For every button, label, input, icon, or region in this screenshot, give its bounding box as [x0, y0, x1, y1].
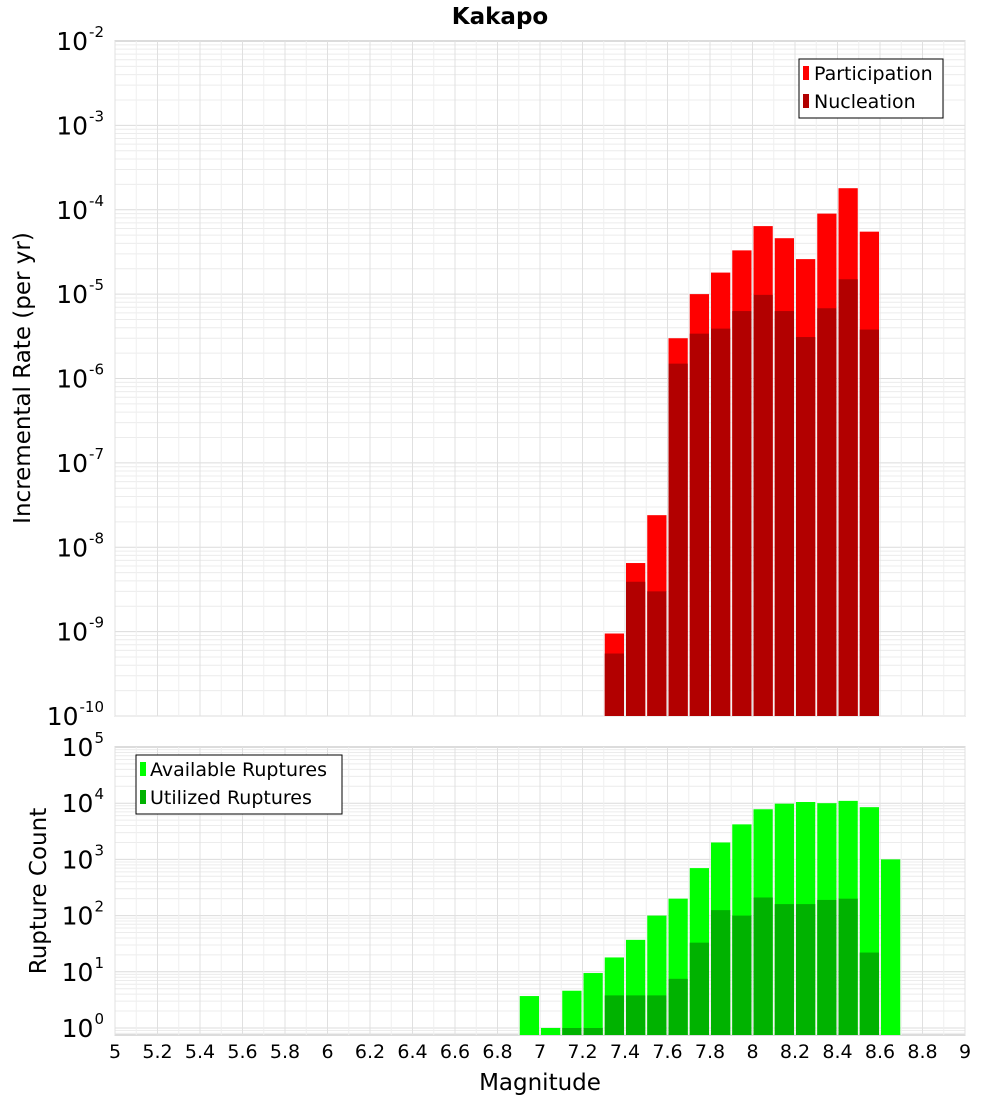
top-legend-box — [798, 58, 944, 119]
bottom-bar-s1 — [881, 859, 901, 1035]
x-tick-label: 5.8 — [270, 1041, 300, 1063]
bottom-bar-s2 — [817, 899, 837, 1035]
bottom-bar-s2 — [859, 952, 879, 1035]
x-axis-title: Magnitude — [479, 1070, 601, 1096]
top-y-tick-label: 10-9 — [56, 614, 104, 647]
bottom-legend-box — [135, 754, 343, 815]
top-bar-s2 — [817, 308, 837, 716]
bottom-y-tick-label: 105 — [62, 729, 104, 762]
top-y-tick-label: 10-4 — [56, 192, 104, 225]
chart-title: Kakapo — [452, 4, 548, 30]
legend-label-nucleation: Nucleation — [814, 91, 916, 113]
bottom-bars — [519, 800, 901, 1035]
bottom-bar-s2 — [647, 995, 667, 1035]
bottom-bar-s1 — [541, 1027, 561, 1035]
bottom-bar-s2 — [583, 1027, 603, 1035]
top-y-tick-label: 10-10 — [47, 698, 104, 731]
bottom-y-tick-label: 103 — [62, 841, 104, 874]
x-tick-label: 7.8 — [695, 1041, 725, 1063]
top-bar-s2 — [604, 653, 624, 716]
legend-swatch-nucleation — [803, 94, 809, 108]
bottom-bar-s2 — [774, 904, 794, 1035]
bottom-bar-s2 — [838, 898, 858, 1035]
x-tick-label: 5.6 — [227, 1041, 257, 1063]
bottom-y-tick-label: 104 — [62, 785, 104, 818]
top-bars — [604, 188, 879, 717]
bottom-y-ticks: 100 101 102 103 104 105 — [62, 729, 104, 1043]
x-tick-label: 7.4 — [610, 1041, 640, 1063]
x-tick-label: 8.6 — [865, 1041, 895, 1063]
x-tick-label: 6.6 — [440, 1041, 470, 1063]
bottom-y-tick-label: 102 — [62, 898, 104, 931]
legend-label-utilized: Utilized Ruptures — [150, 787, 312, 809]
bottom-y-tick-label: 101 — [62, 954, 104, 987]
x-tick-label: 5 — [109, 1041, 121, 1063]
legend-swatch-available — [140, 762, 146, 776]
x-tick-label: 8.2 — [780, 1041, 810, 1063]
bottom-bar-s1 — [583, 973, 603, 1035]
top-bar-s2 — [838, 279, 858, 716]
top-y-axis-title: Incremental Rate (per yr) — [10, 232, 36, 524]
top-legend: Participation Nucleation — [798, 58, 944, 119]
top-bar-s2 — [753, 294, 773, 716]
bottom-bar-s2 — [711, 910, 731, 1035]
x-tick-label: 8 — [746, 1041, 758, 1063]
x-tick-label: 5.2 — [142, 1041, 172, 1063]
top-y-tick-label: 10-3 — [56, 107, 104, 140]
bottom-bar-s2 — [562, 1027, 582, 1035]
bottom-bar-s1 — [519, 996, 539, 1035]
bottom-bar-s2 — [796, 904, 816, 1035]
top-y-tick-label: 10-2 — [56, 23, 104, 56]
bottom-bar-s2 — [604, 995, 624, 1035]
top-y-tick-label: 10-5 — [56, 276, 104, 309]
top-bar-s2 — [732, 311, 752, 716]
top-bar-s2 — [668, 363, 688, 716]
bottom-bar-s2 — [689, 942, 709, 1035]
top-bar-s2 — [626, 581, 646, 716]
top-bar-s2 — [647, 591, 667, 716]
legend-label-participation: Participation — [814, 63, 933, 85]
top-bar-s2 — [796, 337, 816, 716]
x-ticks: 5 5.2 5.4 5.6 5.8 6 6.2 6.4 6.6 6.8 7 7.2 7.4 7.6 7.8 8… — [109, 1041, 971, 1063]
bottom-legend: Available Ruptures Utilized Ruptures — [135, 754, 343, 815]
bottom-y-axis-title: Rupture Count — [26, 808, 52, 974]
legend-label-available: Available Ruptures — [150, 759, 327, 781]
bottom-bar-s2 — [626, 995, 646, 1035]
x-tick-label: 6.2 — [355, 1041, 385, 1063]
x-tick-label: 9 — [959, 1041, 971, 1063]
top-bar-s2 — [711, 328, 731, 716]
top-y-tick-label: 10-7 — [56, 445, 104, 478]
top-bar-s2 — [859, 329, 879, 716]
x-tick-label: 7.6 — [652, 1041, 682, 1063]
x-tick-label: 6 — [321, 1041, 333, 1063]
x-tick-label: 6.8 — [482, 1041, 512, 1063]
legend-swatch-participation — [803, 66, 809, 80]
top-y-ticks: 10-10 10-9 10-8 10-7 10-6 10-5 10-4 10-3 10-2 — [47, 23, 104, 731]
bottom-bar-s2 — [732, 915, 752, 1035]
x-tick-label: 7 — [534, 1041, 546, 1063]
x-tick-label: 8.8 — [907, 1041, 937, 1063]
legend-swatch-utilized — [140, 790, 146, 804]
bottom-bar-s2 — [668, 978, 688, 1035]
top-gridlines — [114, 41, 966, 717]
x-tick-label: 8.4 — [822, 1041, 852, 1063]
top-y-tick-label: 10-6 — [56, 361, 104, 394]
top-bar-s2 — [689, 333, 709, 716]
top-y-tick-label: 10-8 — [56, 529, 104, 562]
bottom-bar-s2 — [753, 897, 773, 1035]
bottom-y-tick-label: 100 — [62, 1010, 104, 1043]
x-tick-label: 7.2 — [567, 1041, 597, 1063]
x-tick-label: 5.4 — [185, 1041, 215, 1063]
bottom-bar-s1 — [562, 990, 582, 1035]
top-bar-s2 — [774, 311, 794, 716]
x-tick-label: 6.4 — [397, 1041, 427, 1063]
